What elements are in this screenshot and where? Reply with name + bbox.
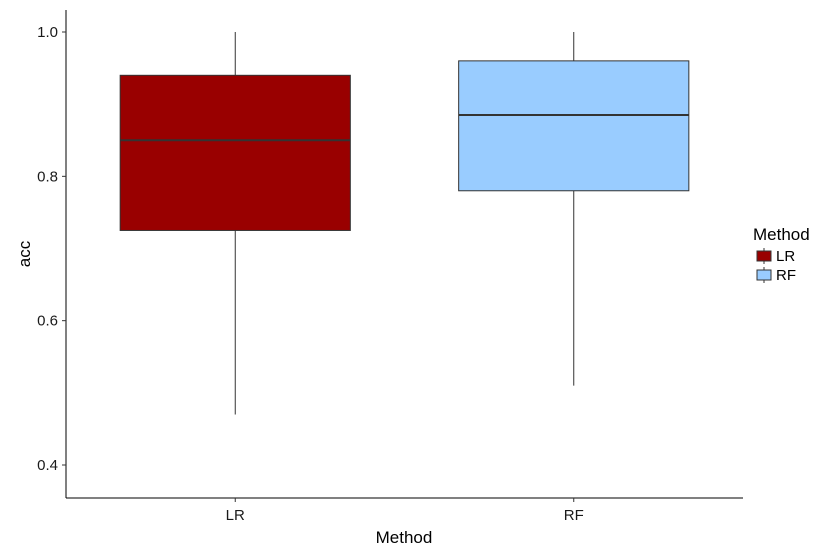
x-ticks: LR RF [226, 498, 584, 524]
y-tick-label: 1.0 [37, 24, 58, 41]
legend-key-box [756, 250, 772, 262]
box-body [458, 60, 690, 192]
legend-items: LR RF [756, 248, 796, 284]
legend-key-box [756, 269, 772, 281]
y-ticks: 0.4 0.6 0.8 1.0 [37, 24, 66, 474]
legend-item-rf: RF [756, 267, 796, 284]
y-tick-label: 0.6 [37, 313, 58, 330]
y-tick-label: 0.8 [37, 168, 58, 185]
x-axis-title: Method [376, 528, 433, 547]
box-lr [119, 32, 351, 415]
x-tick-label: RF [564, 507, 584, 524]
x-tick-label: LR [226, 507, 245, 524]
legend: Method LR RF [753, 225, 810, 284]
legend-title: Method [753, 225, 810, 244]
box-body [119, 74, 351, 231]
boxes-layer [119, 32, 690, 415]
legend-label: LR [776, 248, 795, 265]
y-axis-title: acc [15, 240, 34, 267]
box-rf [458, 32, 690, 386]
legend-label: RF [776, 267, 796, 284]
legend-item-lr: LR [756, 248, 795, 265]
y-tick-label: 0.4 [37, 457, 58, 474]
